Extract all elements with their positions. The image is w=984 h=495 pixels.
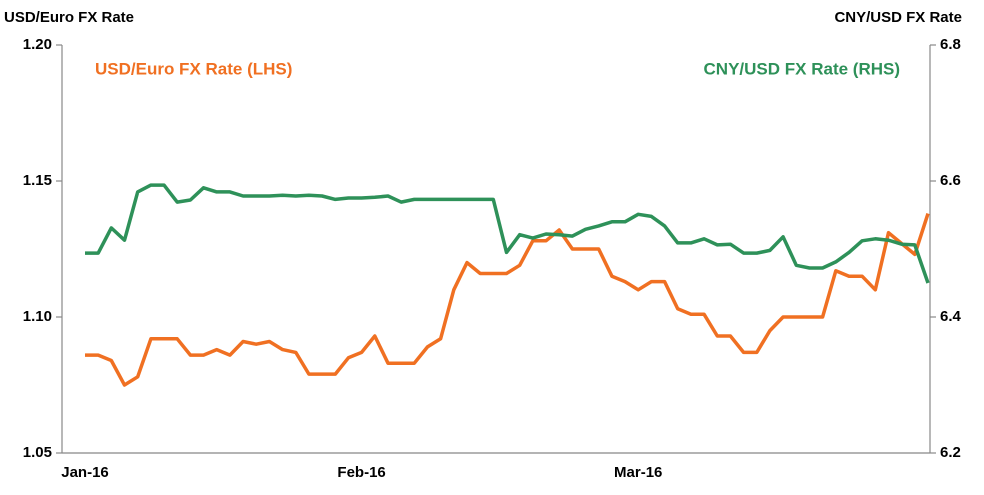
series-line (85, 213, 930, 387)
y2-tick-label: 6.2 (940, 444, 961, 461)
legend-label: USD/Euro FX Rate (LHS) (95, 59, 292, 78)
series-line (85, 183, 930, 284)
y-tick-label: 1.15 (23, 172, 52, 189)
x-tick-label: Feb-16 (337, 464, 385, 481)
y2-tick-label: 6.4 (940, 308, 962, 325)
y-tick-label: 1.10 (23, 308, 52, 325)
x-tick-label: Jan-16 (61, 464, 109, 481)
y2-tick-label: 6.6 (940, 172, 961, 189)
y-tick-label: 1.20 (23, 36, 52, 53)
y-tick-label: 1.05 (23, 444, 52, 461)
y2-axis-title: CNY/USD FX Rate (834, 9, 962, 26)
y2-tick-label: 6.8 (940, 36, 961, 53)
y-axis-title: USD/Euro FX Rate (4, 9, 134, 26)
x-tick-label: Mar-16 (614, 464, 662, 481)
legend-label: CNY/USD FX Rate (RHS) (704, 59, 900, 78)
